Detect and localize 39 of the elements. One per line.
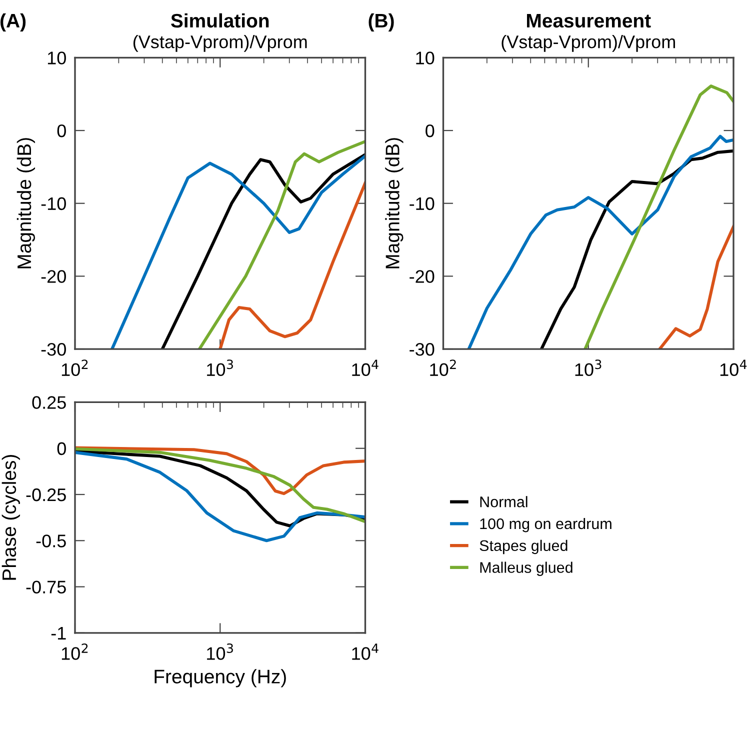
x-tick-label: 10$^{2}$ <box>62 360 88 376</box>
x-tick-label: 10$^{4}$ <box>720 360 747 376</box>
y-tick-label: 0 <box>57 442 66 456</box>
y-tick-label: -20 <box>41 270 66 283</box>
y-tick-label: 0 <box>426 124 434 138</box>
chart-title: Simulation <box>170 13 269 28</box>
y-axis-title: Phase (cycles) <box>2 455 20 580</box>
y-tick-label: -30 <box>410 342 434 356</box>
chart-title: Measurement <box>527 14 651 28</box>
x-tick-label: 10$^{3}$ <box>207 643 233 660</box>
x-tick-label: 10$^{2}$ <box>62 643 88 660</box>
text: (A) <box>0 13 26 32</box>
y-tick-label: 0 <box>57 124 66 138</box>
y-tick-label: -1 <box>51 627 66 640</box>
x-axis-title: Frequency (Hz) <box>154 669 286 688</box>
x-tick-label: 10$^{3}$ <box>575 360 602 376</box>
y-tick-label: 10 <box>48 52 66 64</box>
chart-subtitle: (Vstap-Vprom)/Vprom <box>502 35 675 52</box>
y-tick-label: -10 <box>410 197 434 210</box>
y-tick-label: 0.25 <box>32 396 66 409</box>
x-tick-label: 10$^{3}$ <box>207 360 233 376</box>
legend-label: 100 mg on eardrum <box>480 518 612 532</box>
y-tick-label: -30 <box>41 342 66 356</box>
x-tick-label: 10$^{4}$ <box>352 360 378 376</box>
text: (B) <box>368 13 394 32</box>
y-tick-label: -20 <box>410 270 434 283</box>
y-tick-label: -0.25 <box>26 488 66 502</box>
y-axis-title: Magnitude (dB) <box>385 138 404 268</box>
legend-label: Malleus glued <box>480 562 572 576</box>
y-tick-label: 10 <box>416 52 434 64</box>
y-tick-label: -0.75 <box>26 580 66 594</box>
y-tick-label: -10 <box>41 197 66 210</box>
y-tick-label: -0.5 <box>36 534 66 548</box>
legend-label: Stapes glued <box>480 540 568 554</box>
x-tick-label: 10$^{2}$ <box>430 360 456 376</box>
y-axis-title: Magnitude (dB) <box>16 138 36 268</box>
legend-label: Normal <box>480 496 528 508</box>
chart-subtitle: (Vstap-Vprom)/Vprom <box>133 35 307 52</box>
x-tick-label: 10$^{4}$ <box>352 644 378 660</box>
